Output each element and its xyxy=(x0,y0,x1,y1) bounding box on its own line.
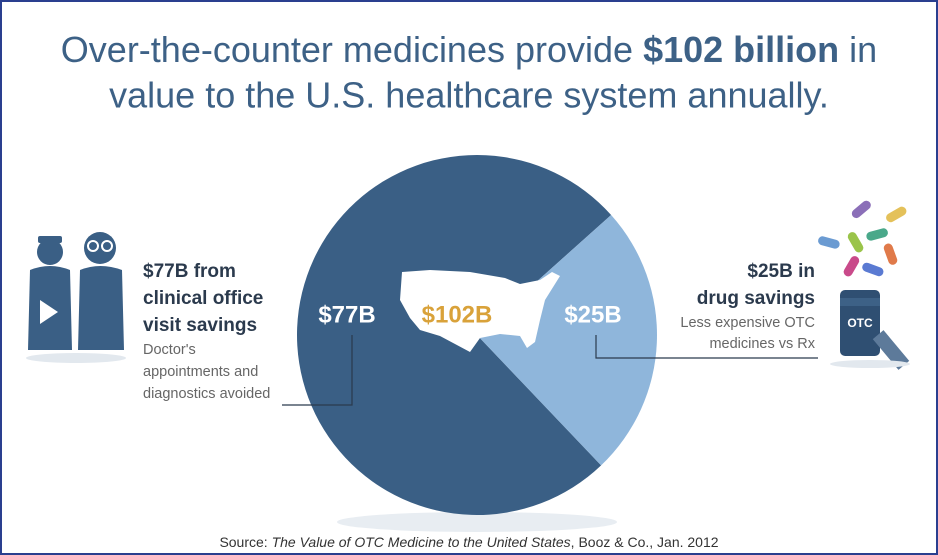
annotation-text: appointments and xyxy=(143,364,258,380)
leader-line xyxy=(282,335,353,406)
source-text: , Booz & Co., Jan. 2012 xyxy=(571,534,719,550)
annotation-text: Less expensive OTC xyxy=(680,315,815,331)
title-line-2: value to the U.S. healthcare system annu… xyxy=(109,75,829,116)
left-annotation: $77B from clinical office visit savings … xyxy=(143,261,270,402)
annotation-heading: clinical office xyxy=(143,288,263,309)
title-emphasis: $102 billion xyxy=(643,29,839,70)
doctors-icon xyxy=(26,232,126,363)
right-annotation: $25B in drug savings Less expensive OTC … xyxy=(680,261,815,352)
annotation-text: diagnostics avoided xyxy=(143,386,270,402)
leader-line xyxy=(595,335,818,359)
source: Source: The Value of OTC Medicine to the… xyxy=(219,534,718,550)
pie-slice xyxy=(477,214,657,466)
source-title: The Value of OTC Medicine to the United … xyxy=(272,534,571,550)
bottle-label: OTC xyxy=(847,316,873,330)
source-text: Source: xyxy=(219,534,267,550)
shadow xyxy=(337,512,617,532)
annotation-heading: $77B from xyxy=(143,261,236,282)
annotation-heading: $25B in xyxy=(747,261,815,282)
annotation-text: medicines vs Rx xyxy=(709,336,815,352)
annotation-heading: drug savings xyxy=(697,288,815,309)
us-map xyxy=(400,270,560,352)
value-label: $77B xyxy=(318,301,375,328)
value-label: $25B xyxy=(564,301,621,328)
center-label: $102B xyxy=(422,301,493,328)
title-line-1: Over-the-counter medicines provide $102 … xyxy=(61,29,877,70)
title-part: Over-the-counter medicines provide xyxy=(61,29,633,70)
annotation-text: Doctor's xyxy=(143,342,196,358)
title-part: in xyxy=(849,29,877,70)
annotation-heading: visit savings xyxy=(143,315,257,336)
pills-icon: OTC xyxy=(818,200,910,370)
